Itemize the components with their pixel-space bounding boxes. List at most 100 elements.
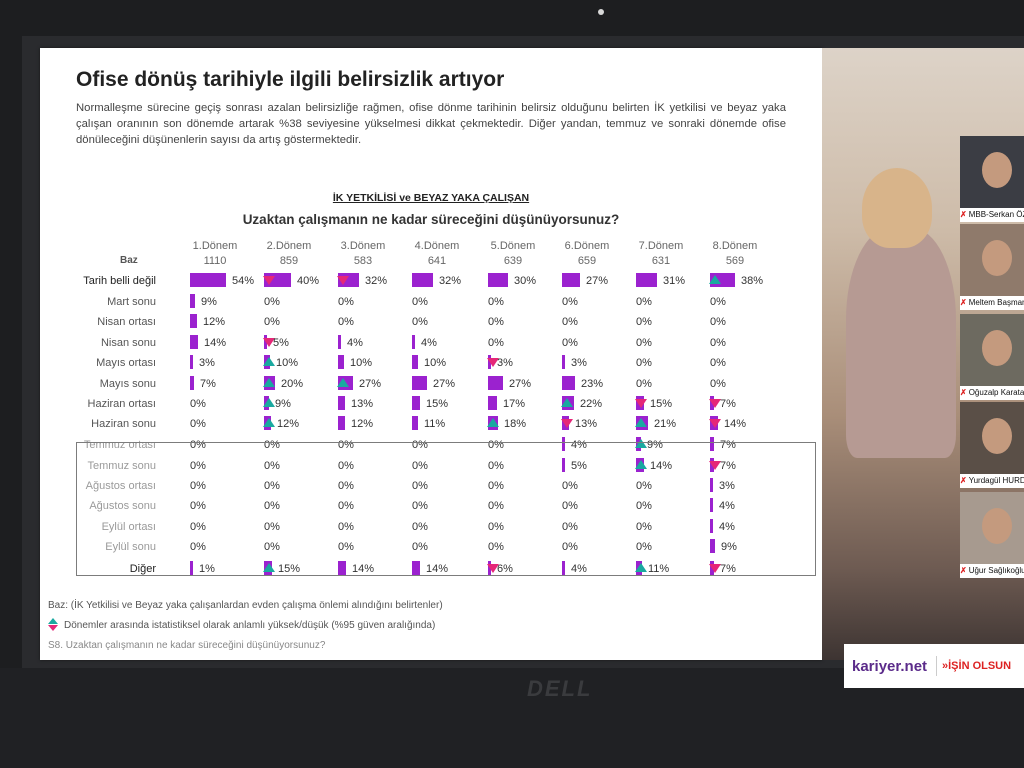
value-label: 0% <box>636 337 652 349</box>
participant-name: ✗MBB-Serkan ÖZADA <box>960 208 1024 222</box>
value-label: 0% <box>636 357 652 369</box>
value-label: 0% <box>488 316 504 328</box>
value-label: 0% <box>562 541 578 553</box>
period-header: 2.Dönem <box>266 240 312 252</box>
mic-muted-icon: ✗ <box>960 210 967 219</box>
period-header: 4.Dönem <box>414 240 460 252</box>
period-header: 1.Dönem <box>192 240 238 252</box>
chart-bar <box>412 355 418 369</box>
slogan-logo: »İŞİN OLSUN <box>942 660 1012 672</box>
participant-video <box>982 508 1012 544</box>
value-label: 54% <box>232 275 255 287</box>
value-label: 23% <box>581 378 604 390</box>
period-header: 8.Dönem <box>712 240 758 252</box>
base-value: 659 <box>577 255 597 267</box>
value-label: 0% <box>264 500 280 512</box>
sponsor-logos: kariyer.net »İŞİN OLSUN <box>844 644 1024 688</box>
participant-name-text: MBB-Serkan ÖZADA <box>968 210 1024 219</box>
sig-down-icon <box>709 419 721 428</box>
value-label: 4% <box>571 563 587 575</box>
row-label: Eylül ortası <box>101 521 156 533</box>
value-label: 0% <box>710 316 726 328</box>
chart-bar <box>412 561 420 575</box>
value-label: 22% <box>580 398 603 410</box>
value-label: 14% <box>426 563 449 575</box>
row-label: Tarih belli değil <box>83 275 156 287</box>
value-label: 0% <box>338 500 354 512</box>
value-label: 0% <box>412 316 428 328</box>
value-label: 0% <box>636 378 652 390</box>
participant-tile[interactable]: ✗Yurdagül HURDA - A <box>960 402 1024 488</box>
chart-bar <box>710 437 714 451</box>
mic-muted-icon: ✗ <box>960 566 967 575</box>
kariyer-logo: kariyer.net <box>852 658 928 675</box>
period-header: 7.Dönem <box>638 240 684 252</box>
base-value: 641 <box>427 255 447 267</box>
participant-tile[interactable]: ✗MBB-Serkan ÖZADA <box>960 136 1024 222</box>
value-label: 0% <box>636 316 652 328</box>
value-label: 4% <box>347 337 363 349</box>
value-label: 14% <box>352 563 375 575</box>
participant-tile[interactable]: ✗Meltem Başman - <box>960 224 1024 310</box>
mic-muted-icon: ✗ <box>960 388 967 397</box>
chart-bar <box>190 335 198 349</box>
value-label: 0% <box>412 541 428 553</box>
participant-name-text: Yurdagül HURDA - A <box>968 476 1024 485</box>
value-label: 10% <box>424 357 447 369</box>
sig-up-icon <box>635 460 647 469</box>
participant-tile[interactable]: ✗Oğuzalp Karataş-Kar <box>960 314 1024 400</box>
sig-up-icon <box>263 563 275 572</box>
value-label: 0% <box>488 460 504 472</box>
value-label: 0% <box>190 418 206 430</box>
value-label: 21% <box>654 418 677 430</box>
value-label: 7% <box>720 563 736 575</box>
chart-bar <box>190 561 193 575</box>
value-label: 1% <box>199 563 215 575</box>
value-label: 14% <box>650 460 673 472</box>
value-label: 0% <box>710 296 726 308</box>
value-label: 15% <box>650 398 673 410</box>
photo-figure-head <box>862 168 932 248</box>
chart-bar <box>338 561 346 575</box>
participant-name: ✗Meltem Başman - <box>960 296 1024 310</box>
value-label: 0% <box>190 521 206 533</box>
mic-muted-icon: ✗ <box>960 476 967 485</box>
value-label: 38% <box>741 275 764 287</box>
value-label: 0% <box>412 480 428 492</box>
value-label: 0% <box>562 296 578 308</box>
chart-bar <box>412 396 420 410</box>
value-label: 0% <box>338 316 354 328</box>
value-label: 11% <box>424 418 446 430</box>
value-label: 15% <box>426 398 449 410</box>
value-label: 0% <box>636 521 652 533</box>
chart-bar <box>710 539 715 553</box>
chart-bar <box>338 355 344 369</box>
participant-video <box>982 152 1012 188</box>
participant-video <box>982 240 1012 276</box>
sig-up-icon <box>263 418 275 427</box>
value-label: 27% <box>359 378 382 390</box>
sig-up-icon <box>635 418 647 427</box>
base-value: 569 <box>725 255 745 267</box>
chart-bar <box>562 561 565 575</box>
chart-bar <box>562 355 565 369</box>
value-label: 13% <box>575 418 598 430</box>
base-value: 583 <box>353 255 373 267</box>
value-label: 32% <box>439 275 462 287</box>
value-label: 3% <box>719 480 735 492</box>
row-label: Eylül sonu <box>105 541 156 553</box>
value-label: 6% <box>497 563 513 575</box>
value-label: 0% <box>264 541 280 553</box>
sig-down-icon <box>263 338 275 347</box>
sig-up-icon <box>709 275 721 284</box>
row-label: Nisan ortası <box>97 316 156 328</box>
chart-bar <box>190 355 193 369</box>
value-label: 5% <box>571 460 587 472</box>
value-label: 0% <box>338 541 354 553</box>
value-label: 15% <box>278 563 301 575</box>
participant-tile[interactable]: ✗ Uğur Sağlıkoğlu <box>960 492 1024 578</box>
chart-bar <box>338 416 345 430</box>
value-label: 0% <box>412 500 428 512</box>
sig-down-icon <box>709 461 721 470</box>
chart-bar <box>710 478 713 492</box>
